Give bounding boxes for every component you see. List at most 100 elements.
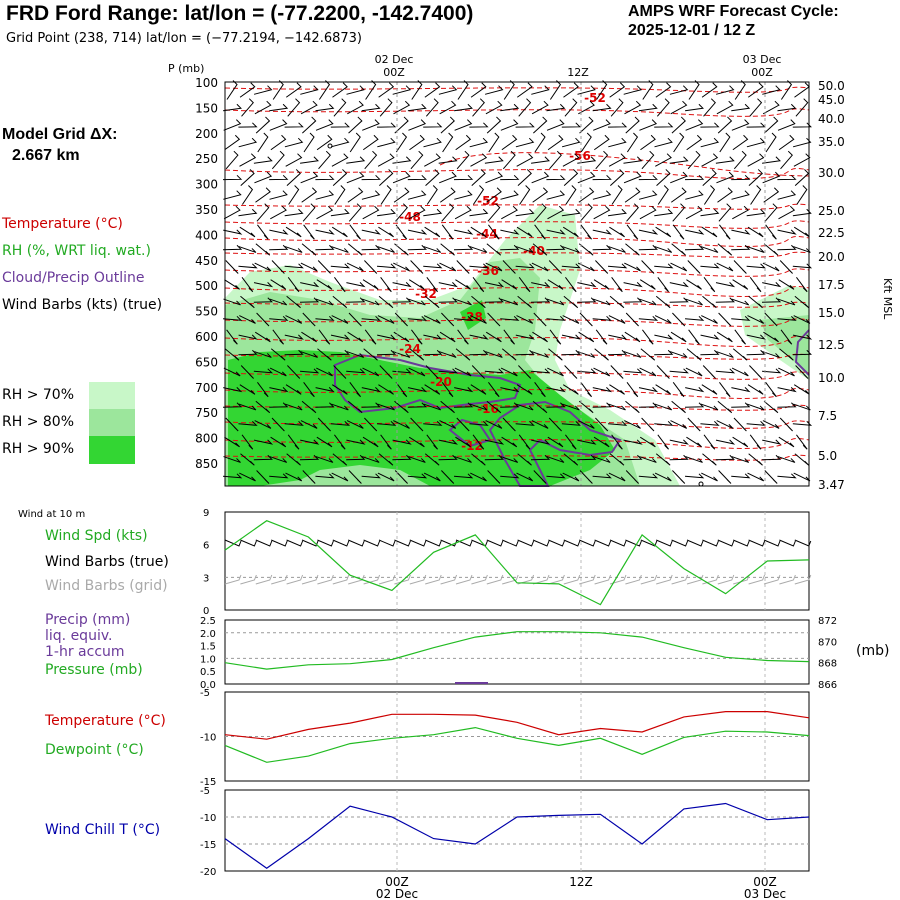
wind-barb-grid — [748, 574, 766, 585]
wind-barb — [377, 208, 396, 217]
wind-barb-true — [425, 539, 442, 547]
wind-barb — [485, 262, 503, 272]
wind-barb — [378, 295, 394, 309]
wind-barb — [639, 119, 658, 131]
wind-barb — [715, 297, 735, 303]
wind-barb — [671, 243, 686, 256]
wind-barb — [731, 119, 750, 131]
wind-barb — [472, 185, 485, 205]
wind-barb — [271, 417, 285, 432]
wind-barb — [269, 402, 289, 408]
height-tick: 7.5 — [818, 409, 837, 423]
wind-barb — [592, 456, 611, 463]
wind-barb — [316, 436, 333, 448]
wind-barb — [423, 349, 443, 356]
pressure-tick: 500 — [195, 279, 218, 293]
wind-barb — [549, 150, 562, 170]
wind-barb — [795, 98, 809, 117]
wind-barb — [561, 349, 581, 356]
wind-barb — [394, 400, 409, 414]
wind-barb — [253, 368, 274, 374]
wind-barb — [654, 403, 673, 411]
wind-barb — [565, 276, 577, 293]
wind-barb — [717, 116, 733, 134]
wind-barb-true — [378, 539, 396, 547]
temperature-tick: -10 — [200, 733, 216, 744]
wind-barb — [626, 203, 639, 222]
wind-barb — [715, 368, 736, 374]
wind-barb — [407, 387, 428, 393]
wind-barb — [670, 171, 688, 184]
wind-barb-grid — [625, 574, 642, 585]
wind-barb — [532, 243, 548, 256]
wind-barb — [608, 153, 626, 167]
wind-barbs-true-label: Wind Barbs (true) — [45, 554, 169, 570]
wind-barb — [607, 263, 628, 269]
wind-barb — [410, 417, 424, 432]
wind-barb — [515, 420, 535, 426]
wind-barb — [438, 351, 457, 358]
wind-barb — [762, 171, 781, 184]
pressure-tick: 650 — [195, 355, 218, 369]
wind-barb — [331, 315, 349, 324]
wind-barb — [625, 400, 640, 414]
wind-barb — [716, 331, 733, 343]
precip-label: Precip (mm) — [45, 612, 131, 628]
wind-barb — [638, 190, 658, 200]
rh90-label: RH > 90% — [2, 441, 75, 457]
wind-barb — [485, 331, 502, 343]
bottom-time-label: 00Z — [753, 875, 777, 889]
wind-barb — [748, 453, 763, 466]
wind-barb — [346, 156, 366, 164]
wind-barb — [546, 244, 566, 251]
wind-barb — [424, 453, 440, 466]
wind-barb — [669, 439, 689, 445]
wind-barb — [519, 185, 531, 205]
wind-barb — [392, 454, 412, 461]
wind-barb — [765, 132, 777, 153]
wind-barb — [500, 119, 519, 131]
wind-barb — [700, 122, 720, 128]
wind-barb — [795, 365, 809, 379]
wind-barb-grid — [271, 574, 288, 585]
wind-barb — [593, 279, 610, 290]
precip-tick: 0.5 — [200, 667, 216, 678]
wind-barb — [454, 119, 473, 131]
wind-barb — [702, 169, 717, 186]
wind-barb — [623, 282, 643, 288]
temperature-contour-label: -32 — [415, 287, 437, 301]
wind-barb — [254, 420, 272, 429]
wind-barb — [747, 153, 765, 167]
wind-chill-tick: -10 — [200, 813, 216, 824]
precip-tick: 0.0 — [200, 680, 216, 691]
wind-barb — [284, 263, 304, 269]
height-tick: 15.0 — [818, 306, 845, 320]
wind-barb — [346, 262, 364, 272]
wind-barb — [315, 387, 335, 393]
wind-barb — [779, 417, 793, 432]
wind-barb — [270, 205, 287, 220]
wind-chill-panel-frame — [224, 789, 810, 872]
wind-barb-grid — [286, 574, 304, 585]
wind-barb — [392, 171, 411, 184]
wind-barb — [609, 226, 625, 238]
wind-barb-true — [748, 539, 766, 547]
height-tick: 12.5 — [818, 338, 845, 352]
wind-barb — [716, 420, 734, 429]
wind-barb — [469, 420, 489, 426]
wind-barb — [500, 315, 520, 321]
wind-chill-line — [224, 802, 810, 870]
wind-barb — [700, 334, 720, 340]
temperature-contour-label: -44 — [476, 227, 498, 241]
cross-section-frame — [224, 81, 810, 487]
wind-barb — [530, 297, 551, 303]
wind-barb — [762, 100, 780, 115]
wind-barb — [238, 349, 258, 356]
wind-barb — [719, 224, 731, 240]
wind-barb — [378, 453, 394, 466]
wind-barb-true — [486, 539, 504, 547]
wind-barb — [270, 279, 287, 290]
wind-barb — [408, 298, 426, 306]
wind-barb-grid — [301, 574, 319, 585]
wind-barb — [700, 420, 720, 426]
